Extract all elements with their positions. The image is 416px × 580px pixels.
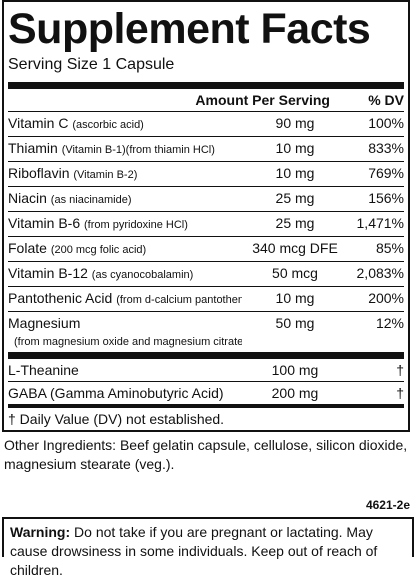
nutrient-source: (as niacinamide): [50, 194, 132, 206]
nutrient-name-cell: Riboflavin (Vitamin B-2): [8, 162, 242, 186]
sections: Vitamin C (ascorbic acid) 90 mg 100% Thiami…: [8, 112, 404, 404]
nutrient-source: (Vitamin B-1)(from thiamin HCl): [61, 144, 215, 156]
product-code: 4621-2e: [365, 498, 410, 512]
nutrient-name: Vitamin C: [8, 115, 69, 131]
daily-value: 85%: [375, 240, 404, 256]
nutrient-row: GABA (Gamma Aminobutyric Acid) 200 mg †: [8, 381, 404, 404]
nutrient-name-cell: Pantothenic Acid (from d-calcium pantoth…: [8, 287, 242, 311]
nutrient-name-cell: Thiamin (Vitamin B-1)(from thiamin HCl): [8, 137, 242, 161]
nutrient-source: (ascorbic acid): [72, 119, 144, 131]
nutrient-source: (from pyridoxine HCl): [84, 219, 188, 231]
daily-value: 2,083%: [356, 265, 404, 281]
daily-value: 12%: [375, 315, 404, 331]
daily-value: 1,471%: [356, 215, 404, 231]
nutrient-source: (200 mcg folic acid): [50, 244, 147, 256]
table-header: Amount Per Serving % DV: [8, 89, 404, 112]
serving-size: Serving Size 1 Capsule: [8, 56, 175, 73]
amount: 10 mg: [275, 165, 315, 181]
warning: Warning: Do not take if you are pregnant…: [2, 517, 414, 578]
rule: [8, 82, 404, 89]
daily-value: 156%: [368, 190, 404, 206]
nutrient-name: Vitamin B-6: [8, 215, 81, 231]
nutrient-name: L-Theanine: [8, 362, 79, 378]
amount: 50 mcg: [272, 265, 318, 281]
nutrient-name-cell: Folate (200 mcg folic acid): [8, 237, 242, 261]
nutrient-name-cell: Vitamin C (ascorbic acid): [8, 112, 242, 136]
amount: 50 mg: [275, 315, 315, 331]
nutrient-name: GABA (Gamma Aminobutyric Acid): [8, 385, 224, 401]
nutrient-row: L-Theanine 100 mg †: [8, 359, 404, 381]
nutrient-row: Vitamin C (ascorbic acid) 90 mg 100%: [8, 112, 404, 136]
footnote: † Daily Value (DV) not established.: [8, 411, 225, 427]
daily-value: 100%: [368, 115, 404, 131]
rule: [8, 352, 404, 359]
nutrient-source: (from d-calcium pantothenate): [116, 294, 242, 306]
daily-value: 769%: [368, 165, 404, 181]
amount-header: Amount Per Serving: [195, 92, 330, 108]
title: Supplement Facts: [8, 5, 371, 53]
other-ingredients: Other Ingredients: Beef gelatin capsule,…: [4, 437, 408, 472]
amount: 25 mg: [275, 190, 315, 206]
nutrient-name-cell: Vitamin B-6 (from pyridoxine HCl): [8, 212, 242, 236]
daily-value: 833%: [368, 140, 404, 156]
warning-label: Warning:: [10, 524, 71, 540]
nutrient-name-cell: Magnesium (from magnesium oxide and magne…: [8, 312, 242, 352]
nutrient-name-cell: GABA (Gamma Aminobutyric Acid): [8, 382, 242, 404]
amount: 10 mg: [275, 140, 315, 156]
nutrient-name: Vitamin B-12: [8, 265, 88, 281]
nutrient-row: Folate (200 mcg folic acid) 340 mcg DFE 85…: [8, 236, 404, 261]
amount: 25 mg: [275, 215, 315, 231]
amount: 10 mg: [275, 290, 315, 306]
nutrient-source: (Vitamin B-2): [73, 169, 138, 181]
nutrient-row: Vitamin B-6 (from pyridoxine HCl) 25 mg 1,…: [8, 211, 404, 236]
nutrient-row: Magnesium (from magnesium oxide and magne…: [8, 311, 404, 352]
nutrient-name: Pantothenic Acid: [8, 290, 113, 306]
nutrient-row: Niacin (as niacinamide) 25 mg 156%: [8, 186, 404, 211]
nutrient-row: Thiamin (Vitamin B-1)(from thiamin HCl) 1…: [8, 136, 404, 161]
nutrient-name: Folate: [8, 240, 47, 256]
nutrient-source: (as cyanocobalamin): [91, 269, 194, 281]
nutrient-source: (from magnesium oxide and magnesium citr…: [14, 336, 242, 348]
nutrient-row: Riboflavin (Vitamin B-2) 10 mg 769%: [8, 161, 404, 186]
nutrient-row: Vitamin B-12 (as cyanocobalamin) 50 mcg 2,…: [8, 261, 404, 286]
nutrient-name: Riboflavin: [8, 165, 70, 181]
amount: 200 mg: [271, 385, 319, 401]
nutrient-name: Thiamin: [8, 140, 58, 156]
nutrient-name-cell: Niacin (as niacinamide): [8, 187, 242, 211]
rule: [8, 404, 404, 408]
amount: 90 mg: [275, 115, 315, 131]
nutrient-name-cell: Vitamin B-12 (as cyanocobalamin): [8, 262, 242, 286]
dv-header: % DV: [368, 92, 404, 108]
nutrient-name: Niacin: [8, 190, 47, 206]
amount: 100 mg: [271, 362, 319, 378]
nutrient-name: Magnesium: [8, 315, 81, 331]
amount: 340 mcg DFE: [252, 240, 338, 256]
daily-value: †: [396, 362, 404, 378]
daily-value: †: [396, 385, 404, 401]
nutrient-row: Pantothenic Acid (from d-calcium pantoth…: [8, 286, 404, 311]
nutrient-name-cell: L-Theanine: [8, 359, 242, 381]
daily-value: 200%: [368, 290, 404, 306]
supplement-facts: Supplement Facts Serving Size 1 Capsule …: [2, 0, 410, 432]
